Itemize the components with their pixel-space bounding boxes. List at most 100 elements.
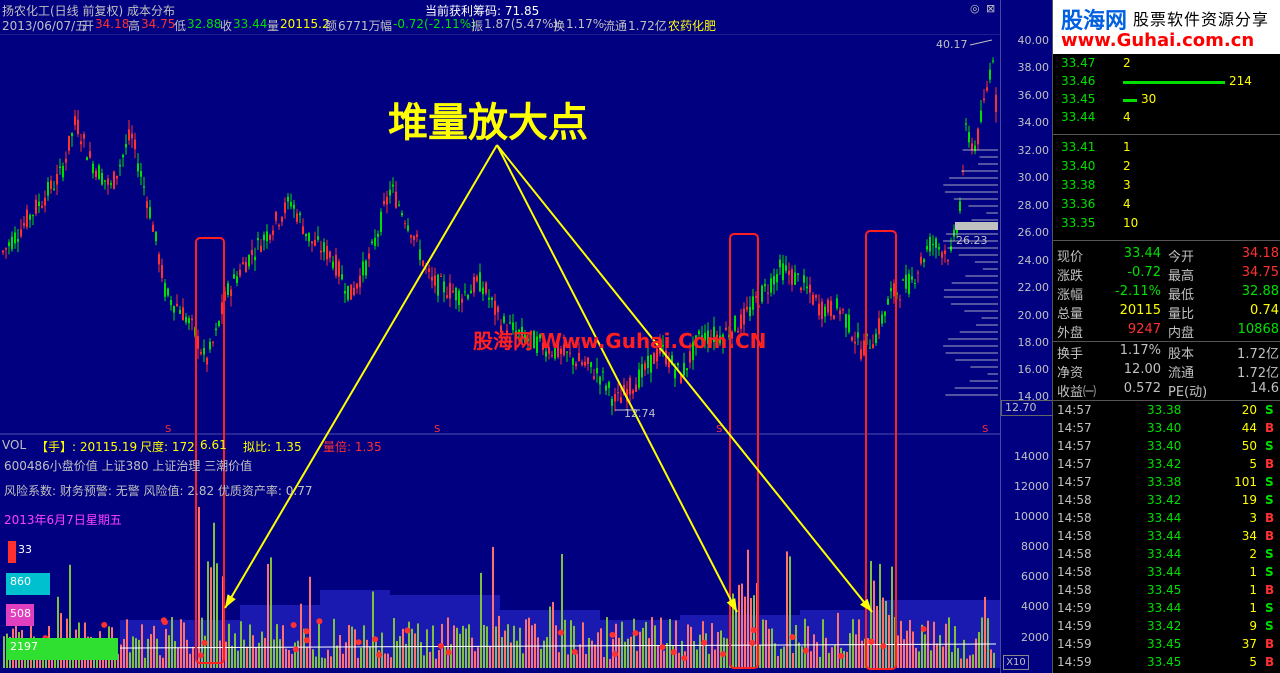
tick-row: 14:59 33.42 9 S bbox=[1053, 619, 1280, 637]
candle-body bbox=[593, 376, 595, 379]
candle-body bbox=[125, 143, 127, 148]
candle-body bbox=[617, 392, 619, 394]
candle-body bbox=[929, 236, 931, 252]
candle-body bbox=[296, 213, 298, 222]
candle-body bbox=[449, 282, 451, 299]
candle-body bbox=[362, 261, 364, 276]
tick-price: 33.44 bbox=[1147, 601, 1182, 615]
candle-body bbox=[689, 351, 691, 363]
tick-price: 33.40 bbox=[1147, 439, 1182, 453]
candle-body bbox=[782, 263, 784, 281]
profit-chips: 当前获利筹码: 71.85 bbox=[425, 4, 540, 18]
ask-row: 33.46 214 bbox=[1053, 74, 1280, 92]
volume-signal-dot bbox=[789, 634, 796, 641]
tick-time: 14:58 bbox=[1057, 493, 1092, 507]
candle-body bbox=[638, 369, 640, 388]
candle-body bbox=[500, 325, 502, 333]
candle-body bbox=[656, 348, 658, 362]
candle-body bbox=[494, 300, 496, 315]
candle-body bbox=[527, 338, 529, 341]
candle-body bbox=[680, 373, 682, 384]
volume-signal-dot bbox=[868, 638, 875, 645]
volume-signal-dot bbox=[632, 630, 639, 637]
tick-time: 14:57 bbox=[1057, 421, 1092, 435]
volume-tick: 12000 bbox=[1014, 480, 1049, 493]
stat-label: 内盘 bbox=[1168, 326, 1195, 341]
candle-body bbox=[248, 255, 250, 267]
price-tick: 38.00 bbox=[1017, 61, 1050, 74]
zoom-button[interactable]: X10 bbox=[1003, 655, 1029, 670]
high-value: 34.75 bbox=[141, 17, 176, 31]
candle-body bbox=[875, 333, 877, 344]
candle-body bbox=[602, 371, 604, 373]
candle-body bbox=[605, 385, 607, 391]
stat-value: 10868 bbox=[1237, 322, 1279, 337]
ask-qty: 214 bbox=[1229, 74, 1252, 88]
candle-body bbox=[290, 201, 292, 207]
candle-body bbox=[350, 284, 352, 300]
candle-body bbox=[983, 98, 985, 101]
stat-label: 今开 bbox=[1168, 250, 1195, 265]
tick-direction: S bbox=[1265, 619, 1274, 633]
stat-value: 33.44 bbox=[1123, 246, 1161, 261]
candle-body bbox=[671, 355, 673, 365]
candle-body bbox=[590, 362, 592, 367]
candle-body bbox=[29, 214, 31, 220]
candle-body bbox=[179, 309, 181, 314]
candle-body bbox=[47, 182, 49, 196]
candle-body bbox=[509, 322, 511, 324]
candle-body bbox=[431, 276, 433, 281]
window-option-icon[interactable]: ◎ bbox=[970, 2, 980, 15]
price-tick: 18.00 bbox=[1017, 336, 1050, 349]
price-tick: 40.00 bbox=[1017, 34, 1050, 47]
stat-label: 最低 bbox=[1168, 288, 1195, 303]
candle-body bbox=[221, 302, 223, 314]
candle-body bbox=[536, 336, 538, 353]
stat-row: 外盘 9247 内盘 10868 bbox=[1053, 322, 1280, 341]
candle-body bbox=[188, 318, 190, 324]
candle-body bbox=[275, 211, 277, 221]
candle-body bbox=[80, 141, 82, 145]
bid-qty: 1 bbox=[1123, 140, 1131, 154]
candle-body bbox=[356, 283, 358, 289]
candle-body bbox=[470, 290, 472, 294]
tick-row: 14:58 33.44 3 B bbox=[1053, 511, 1280, 529]
candle-body bbox=[422, 260, 424, 266]
divider bbox=[1053, 341, 1280, 342]
candle-body bbox=[905, 274, 907, 289]
tick-volume: 34 bbox=[1241, 529, 1257, 543]
candle-body bbox=[614, 394, 616, 402]
candle-body bbox=[608, 381, 610, 388]
candle-body bbox=[797, 273, 799, 275]
tick-time: 14:58 bbox=[1057, 511, 1092, 525]
arrow-head bbox=[860, 598, 872, 612]
chart-header: 扬农化工(日线 前复权) 成本分布 当前获利筹码: 71.85 2013/06/… bbox=[0, 0, 1000, 34]
window-close-icon[interactable]: ⊠ bbox=[986, 2, 996, 15]
candle-body bbox=[860, 349, 862, 360]
candle-body bbox=[560, 348, 562, 354]
open-value: 34.18 bbox=[95, 17, 130, 31]
candle-body bbox=[722, 334, 724, 345]
candle-body bbox=[917, 272, 919, 274]
sector-tag[interactable]: 农药化肥 bbox=[668, 19, 717, 33]
candle-body bbox=[902, 279, 904, 281]
candle-body bbox=[698, 330, 700, 335]
candle-body bbox=[428, 268, 430, 272]
candle-body bbox=[989, 69, 991, 80]
tick-time: 14:57 bbox=[1057, 457, 1092, 471]
cost-level-label: 26.23 bbox=[956, 234, 988, 247]
candle-body bbox=[941, 252, 943, 258]
candle-body bbox=[434, 275, 436, 286]
tick-row: 14:57 33.40 44 B bbox=[1053, 421, 1280, 439]
candle-body bbox=[851, 337, 853, 341]
bid-price: 33.35 bbox=[1061, 216, 1096, 230]
candle-body bbox=[251, 249, 253, 256]
candle-body bbox=[779, 259, 781, 268]
stat-label: PE(动) bbox=[1168, 385, 1208, 400]
volume-signal-dot bbox=[659, 644, 666, 651]
ask-price: 33.45 bbox=[1061, 92, 1096, 106]
candle-body bbox=[293, 204, 295, 209]
candle-body bbox=[944, 250, 946, 255]
candle-body bbox=[314, 239, 316, 246]
